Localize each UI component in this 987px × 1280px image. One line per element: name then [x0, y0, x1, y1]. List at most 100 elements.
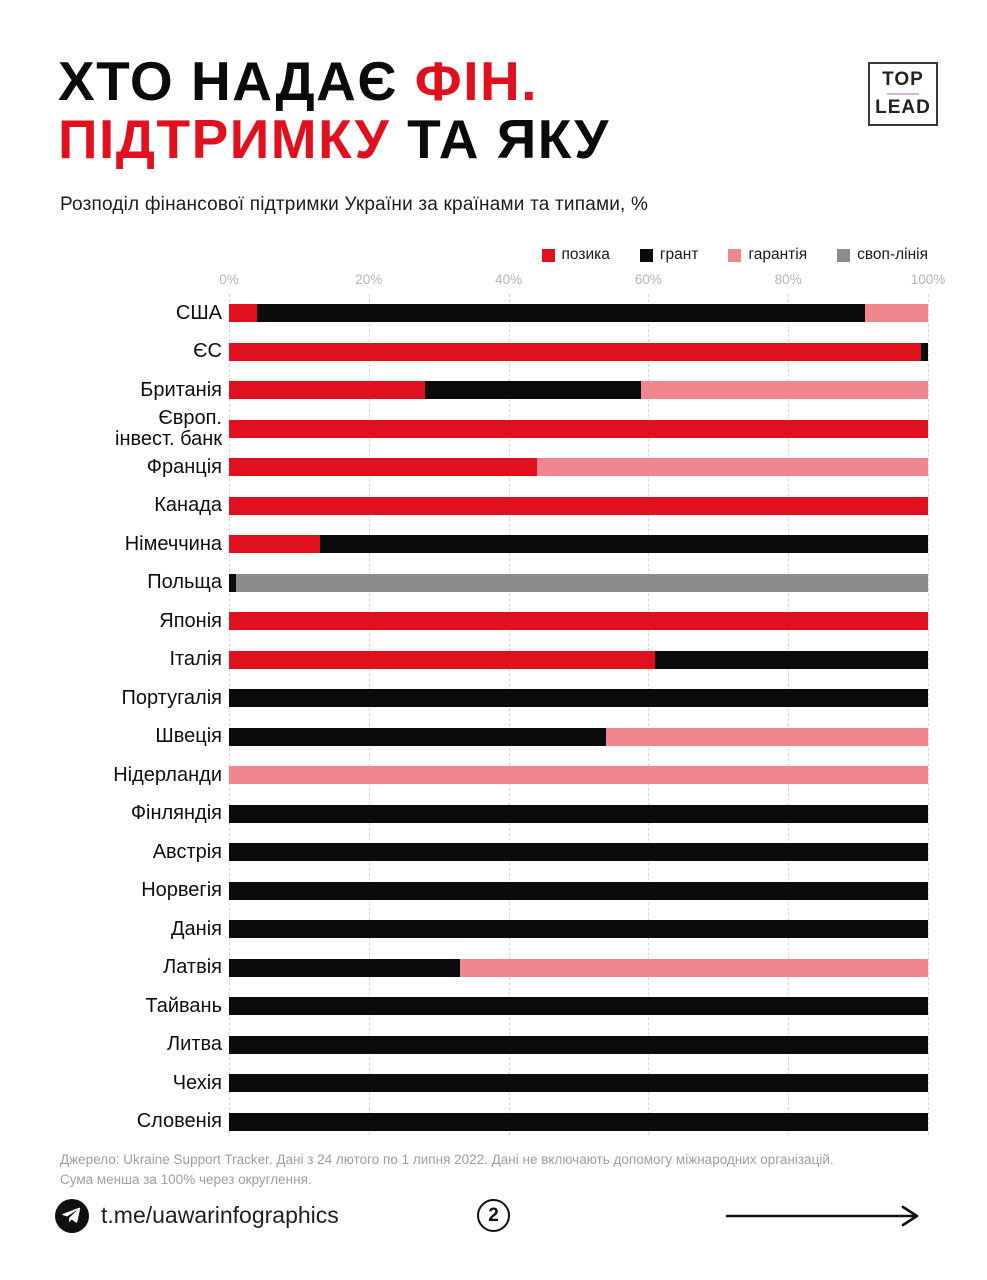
bar-segment-grant: [256, 304, 866, 323]
logo-divider: [887, 93, 919, 95]
bar-segment-loan: [229, 612, 928, 631]
legend-swatch-swap-line: [837, 248, 851, 262]
chart-row: Франція: [60, 448, 928, 487]
chart-row: Норвегія: [60, 872, 928, 911]
legend-swatch-guarantee: [728, 248, 742, 262]
row-label: Латвія: [163, 956, 222, 979]
source-note: Джерело: Ukraine Support Tracker. Дані з…: [60, 1152, 834, 1187]
x-tick-label: 40%: [495, 272, 523, 287]
toplead-logo: TOP LEAD: [868, 62, 938, 126]
x-tick-label: 100%: [910, 272, 946, 287]
bar-track: [229, 997, 928, 1016]
bar-segment-grant: [229, 881, 928, 900]
row-label: Фінляндія: [130, 802, 222, 825]
chart-row: Німеччина: [60, 525, 928, 564]
x-tick-label: 80%: [774, 272, 802, 287]
bar-track: [229, 342, 928, 361]
row-label: Литва: [167, 1033, 222, 1056]
page-number: 2: [488, 1204, 499, 1226]
chart-row: Чехія: [60, 1064, 928, 1103]
bar-track: [229, 458, 928, 477]
chart-row: Латвія: [60, 949, 928, 988]
legend-item-guarantee: гарантія: [728, 246, 807, 264]
x-tick-label: 0%: [219, 272, 239, 287]
legend-label: грант: [659, 246, 699, 263]
legend-swatch-grant: [639, 248, 653, 262]
chart-row: Британія: [60, 371, 928, 410]
bar-track: [229, 1074, 928, 1093]
legend-item-loan: позика: [541, 246, 610, 264]
bar-segment-loan: [229, 342, 921, 361]
row-label: Австрія: [152, 840, 222, 863]
bar-segment-grant: [229, 1035, 928, 1054]
gridline: [928, 294, 929, 1135]
row-label: Португалія: [121, 686, 223, 709]
title-part-black: ТА ЯКУ: [407, 108, 610, 170]
row-label: США: [175, 301, 222, 324]
bar-track: [229, 766, 928, 785]
chart-row: Австрія: [60, 833, 928, 872]
bar-segment-grant: [229, 1112, 928, 1131]
chart-rows: США ЄС Британія Європ. інвест. банк Франція К…: [60, 294, 928, 1141]
gridline: [368, 294, 370, 1135]
title-part-black: ХТО НАДАЄ: [58, 50, 415, 112]
bar-segment-grant: [229, 689, 928, 708]
next-arrow-icon: [725, 1205, 919, 1227]
row-label: Швеція: [155, 725, 222, 748]
bar-track: [229, 650, 928, 669]
legend-swatch-loan: [541, 248, 555, 262]
chart-subtitle: Розподіл фінансової підтримки України за…: [60, 194, 649, 215]
bar-segment-grant: [229, 573, 236, 592]
bar-segment-grant: [229, 920, 928, 939]
bar-segment-guarantee: [459, 958, 928, 977]
row-label: Британія: [140, 378, 222, 401]
bar-segment-grant: [655, 650, 928, 669]
bar-track: [229, 689, 928, 708]
row-label: Японія: [159, 609, 222, 632]
title-part-red: ФІН.: [414, 50, 538, 112]
bar-segment-guarantee: [641, 381, 928, 400]
legend-label: своп-лінія: [857, 246, 928, 263]
gridline: [508, 294, 510, 1135]
title-line-1: ХТО НАДАЄ ФІН.: [58, 52, 610, 110]
chart-row: США: [60, 294, 928, 333]
chart-legend: позика грант гарантія своп-лінія: [60, 246, 928, 264]
row-label: Франція: [146, 455, 222, 478]
title-line-2: ПІДТРИМКУ ТА ЯКУ: [58, 110, 610, 168]
row-label: Італія: [169, 648, 222, 671]
row-label: Данія: [171, 917, 222, 940]
chart-row: Данія: [60, 910, 928, 949]
bar-segment-grant: [229, 804, 928, 823]
gridline: [788, 294, 790, 1135]
bar-track: [229, 612, 928, 631]
bar-segment-grant: [229, 1074, 928, 1093]
bar-track: [229, 727, 928, 746]
bar-segment-grant: [229, 997, 928, 1016]
bar-segment-grant: [424, 381, 642, 400]
bar-segment-loan: [229, 650, 656, 669]
logo-lead-text: LEAD: [875, 97, 931, 118]
row-label: Канада: [154, 494, 222, 517]
row-label: Нідерланди: [113, 763, 222, 786]
page-title: ХТО НАДАЄ ФІН. ПІДТРИМКУ ТА ЯКУ: [58, 52, 610, 168]
row-label: Польща: [147, 571, 222, 594]
bar-segment-grant: [229, 727, 607, 746]
bar-segment-loan: [229, 304, 257, 323]
row-label: Європ. інвест. банк: [115, 406, 222, 450]
bar-track: [229, 1112, 928, 1131]
legend-label: гарантія: [748, 246, 808, 263]
bar-track: [229, 304, 928, 323]
bar-segment-loan: [229, 496, 928, 515]
bar-track: [229, 381, 928, 400]
gridline: [648, 294, 650, 1135]
bar-segment-guarantee: [229, 766, 928, 785]
bar-track: [229, 843, 928, 862]
gridline: [229, 294, 230, 1135]
bar-segment-loan: [229, 458, 537, 477]
telegram-link[interactable]: t.me/uawarinfographics: [101, 1202, 339, 1228]
bar-track: [229, 920, 928, 939]
telegram-icon[interactable]: [55, 1199, 89, 1233]
chart-row: Канада: [60, 487, 928, 526]
row-label: Тайвань: [145, 994, 222, 1017]
